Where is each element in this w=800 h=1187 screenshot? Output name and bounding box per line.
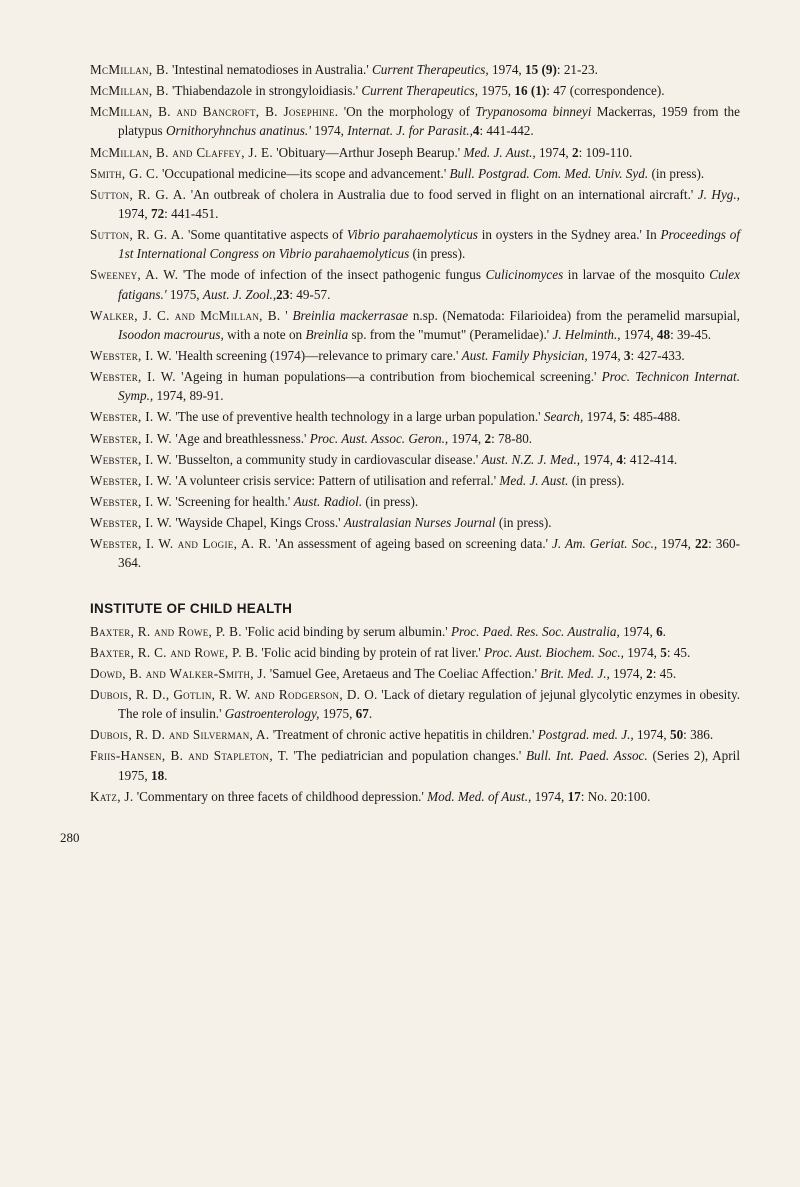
reference-entry: Sutton, R. G. A. 'An outbreak of cholera… — [90, 185, 740, 223]
reference-entry: Webster, I. W. 'Busselton, a community s… — [90, 450, 740, 469]
reference-entry: Sutton, R. G. A. 'Some quantitative aspe… — [90, 225, 740, 263]
reference-entry: Baxter, R. C. and Rowe, P. B. 'Folic aci… — [90, 643, 740, 662]
reference-entry: McMillan, B. 'Thiabendazole in strongylo… — [90, 81, 740, 100]
reference-entry: Webster, I. W. 'Health screening (1974)—… — [90, 346, 740, 365]
reference-entry: Friis-Hansen, B. and Stapleton, T. 'The … — [90, 746, 740, 784]
reference-entry: Webster, I. W. 'Ageing in human populati… — [90, 367, 740, 405]
reference-entry: Webster, I. W. 'Wayside Chapel, Kings Cr… — [90, 513, 740, 532]
page-number: 280 — [60, 830, 740, 846]
reference-entry: Webster, I. W. and Logie, A. R. 'An asse… — [90, 534, 740, 572]
reference-entry: Baxter, R. and Rowe, P. B. 'Folic acid b… — [90, 622, 740, 641]
reference-entry: Dubois, R. D. and Silverman, A. 'Treatme… — [90, 725, 740, 744]
reference-entry: Dowd, B. and Walker-Smith, J. 'Samuel Ge… — [90, 664, 740, 683]
reference-entry: McMillan, B. and Bancroft, B. Josephine.… — [90, 102, 740, 140]
reference-entry: Webster, I. W. 'Age and breathlessness.'… — [90, 429, 740, 448]
page-container: McMillan, B. 'Intestinal nematodioses in… — [0, 0, 800, 876]
reference-entry: Webster, I. W. 'The use of preventive he… — [90, 407, 740, 426]
section-title: INSTITUTE OF CHILD HEALTH — [90, 601, 740, 616]
reference-entry: Katz, J. 'Commentary on three facets of … — [90, 787, 740, 806]
reference-entry: Webster, I. W. 'Screening for health.' A… — [90, 492, 740, 511]
reference-entry: Smith, G. C. 'Occupational medicine—its … — [90, 164, 740, 183]
reference-entry: Dubois, R. D., Gotlin, R. W. and Rodgers… — [90, 685, 740, 723]
reference-entry: Sweeney, A. W. 'The mode of infection of… — [90, 265, 740, 303]
reference-entry: McMillan, B. 'Intestinal nematodioses in… — [90, 60, 740, 79]
reference-entry: McMillan, B. and Claffey, J. E. 'Obituar… — [90, 143, 740, 162]
reference-entry: Webster, I. W. 'A volunteer crisis servi… — [90, 471, 740, 490]
reference-list-b: Baxter, R. and Rowe, P. B. 'Folic acid b… — [90, 622, 740, 806]
reference-entry: Walker, J. C. and McMillan, B. ' Breinli… — [90, 306, 740, 344]
reference-list-a: McMillan, B. 'Intestinal nematodioses in… — [90, 60, 740, 573]
